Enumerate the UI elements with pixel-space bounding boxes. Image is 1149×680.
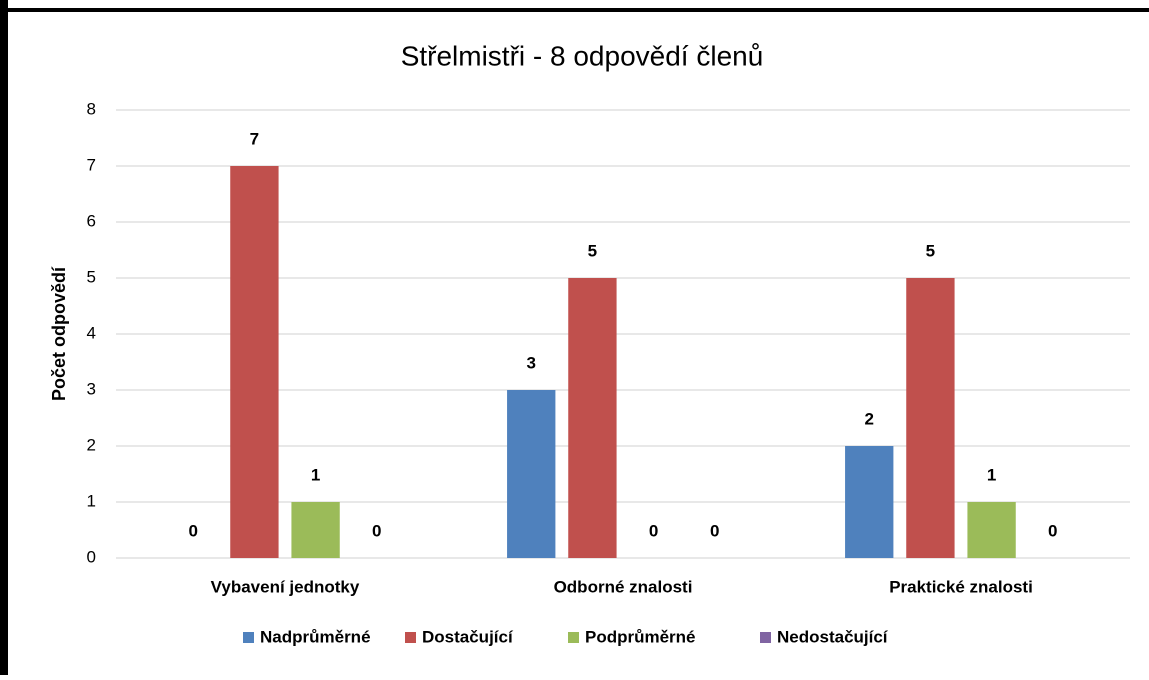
y-tick-label: 0 bbox=[87, 547, 96, 566]
frame-edge bbox=[0, 0, 8, 675]
data-label: 1 bbox=[987, 465, 996, 484]
y-tick-label: 6 bbox=[87, 211, 96, 230]
data-label: 0 bbox=[372, 521, 381, 540]
data-label: 7 bbox=[250, 129, 259, 148]
y-tick-label: 4 bbox=[87, 323, 96, 342]
bar bbox=[967, 502, 1016, 558]
x-tick-label: Odborné znalosti bbox=[554, 577, 693, 596]
y-axis-label: Počet odpovědí bbox=[49, 266, 69, 401]
data-label: 1 bbox=[311, 465, 320, 484]
data-label: 0 bbox=[1048, 521, 1057, 540]
data-label: 5 bbox=[588, 241, 597, 260]
y-tick-label: 5 bbox=[87, 267, 96, 286]
data-label: 2 bbox=[864, 409, 873, 428]
legend-label: Nadprůměrné bbox=[260, 627, 371, 646]
data-label: 3 bbox=[526, 353, 535, 372]
legend-swatch bbox=[760, 632, 771, 643]
data-label: 0 bbox=[188, 521, 197, 540]
bar bbox=[568, 278, 617, 558]
x-tick-label: Praktické znalosti bbox=[889, 577, 1033, 596]
legend-label: Nedostačující bbox=[777, 627, 889, 646]
y-tick-label: 3 bbox=[87, 379, 96, 398]
legend-label: Podprůměrné bbox=[585, 627, 696, 646]
y-tick-label: 8 bbox=[87, 99, 96, 118]
chart-title: Střelmistři - 8 odpovědí členů bbox=[401, 40, 764, 71]
bar bbox=[230, 166, 279, 558]
legend-swatch bbox=[568, 632, 579, 643]
bar bbox=[507, 390, 556, 558]
y-tick-label: 1 bbox=[87, 491, 96, 510]
bar bbox=[845, 446, 894, 558]
legend-swatch bbox=[405, 632, 416, 643]
y-tick-label: 7 bbox=[87, 155, 96, 174]
data-label: 5 bbox=[926, 241, 935, 260]
legend-label: Dostačující bbox=[422, 627, 514, 646]
data-label: 0 bbox=[649, 521, 658, 540]
y-tick-label: 2 bbox=[87, 435, 96, 454]
bar bbox=[291, 502, 340, 558]
x-tick-label: Vybavení jednotky bbox=[211, 577, 360, 596]
legend-swatch bbox=[243, 632, 254, 643]
bar bbox=[906, 278, 955, 558]
data-label: 0 bbox=[710, 521, 719, 540]
